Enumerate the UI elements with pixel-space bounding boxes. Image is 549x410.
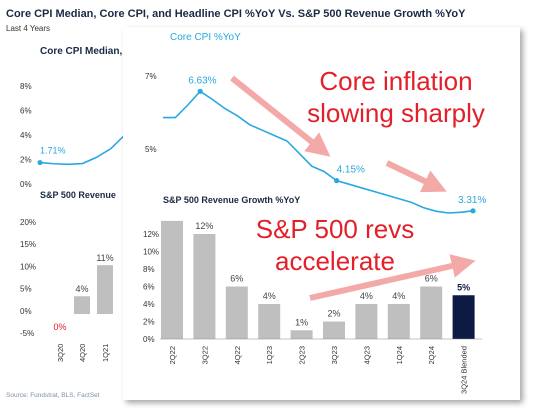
rev-growth-bar — [193, 234, 216, 339]
rev-growth-xtick: 2Q22 — [168, 346, 177, 364]
rev-growth-bar — [323, 321, 345, 339]
bg-rev-ytick: 15% — [20, 240, 36, 249]
rev-growth-xtick: 1Q23 — [265, 346, 274, 364]
bg-cpi-ytick: 6% — [20, 107, 32, 116]
bg-revenue-panel-title: S&P 500 Revenue — [40, 190, 116, 200]
rev-growth-value-label: 6% — [425, 274, 438, 284]
rev-growth-ytick: 10% — [143, 248, 159, 257]
rev-growth-bar — [452, 295, 475, 339]
revenue-callout-line1: S&P 500 revs — [256, 214, 415, 244]
rev-growth-bar — [420, 286, 443, 339]
core-cpi-title: Core CPI %YoY — [170, 32, 241, 43]
rev-growth-bar — [290, 330, 313, 339]
rev-growth-value-label: 5% — [457, 282, 470, 292]
rev-growth-ytick: 4% — [143, 300, 155, 309]
callout-arrow — [309, 254, 476, 301]
rev-growth-ytick: 12% — [143, 230, 159, 239]
bg-rev-ytick: 0% — [20, 307, 32, 316]
rev-growth-bar — [387, 304, 410, 339]
bg-rev-ytick: 10% — [20, 262, 36, 271]
core-cpi-data-label: 4.15% — [337, 165, 365, 176]
core-cpi-ytick: 7% — [145, 72, 157, 81]
bg-rev-value-label: 11% — [96, 253, 113, 263]
rev-growth-ytick: 6% — [143, 283, 155, 292]
rev-growth-ytick: 8% — [143, 265, 155, 274]
rev-growth-ytick: 0% — [143, 335, 155, 344]
bg-cpi-point — [37, 160, 43, 166]
rev-growth-xtick: 3Q22 — [200, 346, 209, 364]
callout-arrow — [385, 160, 447, 193]
bg-cpi-ytick: 0% — [20, 180, 32, 189]
bg-cpi-ytick: 2% — [20, 156, 32, 165]
rev-growth-xtick: 4Q23 — [362, 346, 371, 364]
chart-subtitle: Last 4 Years — [6, 24, 51, 33]
rev-growth-xtick: 4Q22 — [233, 346, 242, 364]
inflation-callout-line2: slowing sharply — [307, 98, 485, 128]
rev-growth-bar — [225, 286, 248, 339]
rev-growth-value-label: 4% — [360, 291, 373, 301]
bg-cpi-data-label: 1.71% — [40, 146, 66, 156]
core-cpi-marker — [470, 208, 476, 214]
bg-rev-xtick: 1Q21 — [101, 344, 110, 362]
rev-growth-bar — [355, 304, 378, 339]
core-cpi-data-label: 6.63% — [188, 75, 216, 86]
rev-growth-ytick: 2% — [143, 318, 155, 327]
bg-cpi-ytick: 8% — [20, 82, 32, 91]
rev-growth-xtick: 1Q24 — [395, 346, 404, 364]
rev-growth-title: S&P 500 Revenue Growth %YoY — [163, 195, 300, 205]
rev-growth-value-label: 2% — [327, 309, 340, 319]
rev-growth-xtick: 3Q23 — [330, 346, 339, 364]
core-cpi-marker — [197, 88, 203, 94]
bg-rev-value-label: 4% — [75, 284, 88, 294]
rev-growth-value-label: 1% — [295, 317, 308, 327]
bg-cpi-line — [39, 134, 126, 166]
bg-rev-bar — [97, 265, 113, 314]
rev-growth-xtick: 2Q23 — [298, 346, 307, 364]
rev-growth-value-label: 12% — [195, 221, 213, 231]
source-note: Source: Fundstrat, BLS, FactSet — [6, 392, 100, 399]
revenue-callout-line2: accelerate — [275, 246, 395, 276]
bg-rev-ytick: 5% — [20, 285, 32, 294]
rev-growth-value-label: 4% — [263, 291, 276, 301]
bg-rev-ytick: 20% — [20, 218, 36, 227]
rev-growth-value-label: 6% — [230, 274, 243, 284]
rev-growth-bar — [258, 304, 281, 339]
core-cpi-ytick: 5% — [145, 145, 157, 154]
bg-cpi-ytick: 4% — [20, 131, 32, 140]
callout-arrow — [230, 75, 331, 157]
rev-growth-bar — [161, 220, 183, 339]
bg-rev-ytick: -5% — [20, 329, 34, 338]
core-cpi-marker — [334, 178, 340, 184]
chart-title: Core CPI Median, Core CPI, and Headline … — [6, 8, 466, 20]
core-cpi-data-label: 3.31% — [458, 195, 486, 206]
bg-rev-value-label: 0% — [53, 322, 66, 332]
core-cpi-line — [163, 90, 474, 214]
rev-growth-value-label: 4% — [392, 291, 405, 301]
rev-growth-xtick: 2Q24 — [427, 346, 436, 364]
inflation-callout-line1: Core inflation — [319, 66, 472, 96]
bg-rev-bar — [74, 296, 90, 314]
rev-growth-xtick: 3Q24 Blended — [460, 346, 469, 394]
bg-cpi-panel-title: Core CPI Median, Core CPI, — [40, 46, 171, 57]
bg-rev-xtick: 4Q20 — [78, 344, 87, 362]
bg-rev-xtick: 3Q20 — [56, 344, 65, 362]
